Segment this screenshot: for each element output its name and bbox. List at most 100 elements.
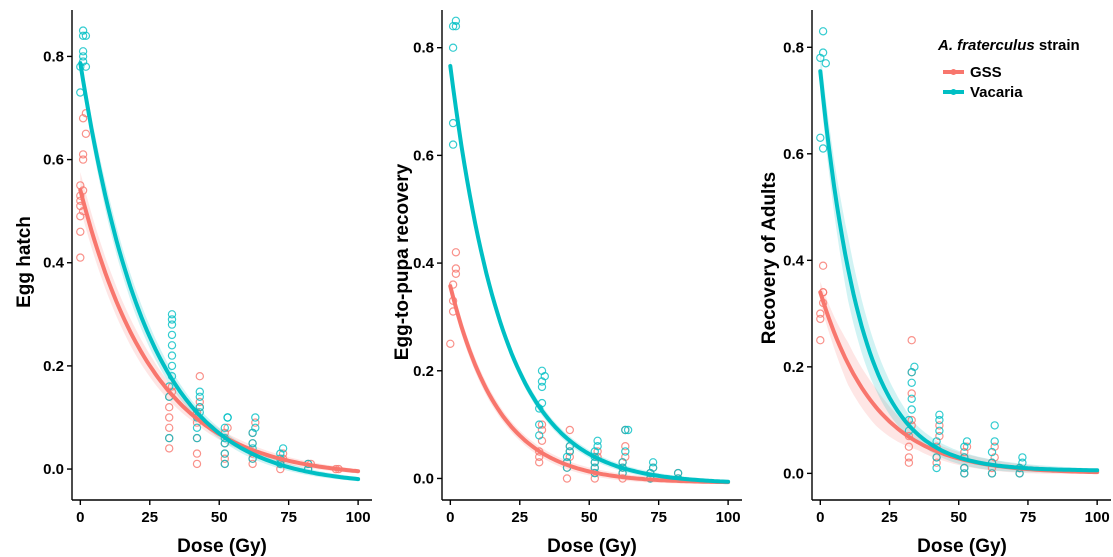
fit-line-vacaria (818, 69, 1100, 473)
data-point-vacaria (167, 351, 177, 360)
data-point-vacaria (537, 382, 547, 392)
data-point-vacaria (251, 413, 260, 422)
data-point-gss (907, 415, 916, 425)
data-point-gss (164, 403, 174, 412)
data-point-vacaria (167, 361, 177, 371)
data-point-vacaria (818, 27, 828, 36)
data-point-vacaria (278, 444, 288, 453)
data-point-vacaria (960, 463, 969, 473)
confidence-band-gss (450, 278, 729, 484)
data-point-gss (81, 129, 91, 138)
y-tick-label: 0.0 (783, 465, 804, 482)
y-tick-label: 0.0 (413, 470, 434, 487)
x-tick-label: 50 (581, 509, 598, 526)
data-point-vacaria (220, 449, 229, 458)
legend-title-species: A. fraterculus (937, 37, 1035, 54)
data-point-gss (816, 309, 825, 318)
data-point-gss (962, 442, 972, 451)
data-point-vacaria (451, 16, 461, 25)
data-point-vacaria (621, 425, 630, 435)
x-tick-label: 25 (511, 509, 528, 526)
data-point-vacaria (448, 140, 458, 149)
data-point-vacaria (935, 410, 944, 419)
data-point-gss (76, 253, 85, 262)
data-point-gss (904, 458, 914, 467)
data-point-gss (816, 336, 825, 345)
x-tick-label: 0 (816, 509, 824, 526)
data-point-vacaria (78, 52, 88, 61)
data-point-vacaria (220, 423, 229, 432)
data-point-gss (816, 314, 825, 324)
x-axis-title: Dose (Gy) (177, 536, 267, 557)
data-point-vacaria (907, 405, 916, 414)
data-point-vacaria (593, 442, 602, 451)
data-point-vacaria (816, 133, 825, 142)
data-point-vacaria (535, 431, 544, 440)
x-tick-label: 100 (1085, 509, 1110, 526)
legend-key-gss-dot (950, 69, 957, 75)
legend-title-suffix: strain (1035, 37, 1080, 54)
y-tick-label: 0.6 (413, 147, 434, 164)
data-point-gss (935, 421, 944, 430)
data-point-gss (192, 459, 202, 469)
y-tick-label: 0.2 (783, 359, 804, 376)
data-point-vacaria (818, 144, 828, 153)
data-point-vacaria (164, 433, 174, 443)
data-point-vacaria (248, 439, 257, 448)
data-point-vacaria (251, 423, 260, 432)
data-point-gss (537, 420, 547, 429)
fit-line-vacaria (448, 64, 731, 484)
data-point-vacaria (167, 320, 177, 329)
data-point-vacaria (932, 453, 941, 462)
data-point-gss (78, 150, 88, 159)
x-tick-label: 100 (716, 509, 741, 526)
data-point-vacaria (448, 118, 458, 128)
y-tick-label: 0.8 (413, 40, 434, 57)
legend-key-vacaria-dot (950, 89, 957, 95)
data-point-gss (220, 454, 229, 463)
data-point-vacaria (648, 463, 658, 472)
x-tick-label: 75 (650, 509, 667, 526)
data-point-vacaria (987, 469, 997, 478)
data-point-gss (164, 413, 174, 422)
panel-egg-hatch: 0 25 50 75 100 0.0 0.2 0.4 0.6 0.8 Dose (Gy) Egg … (14, 10, 372, 557)
data-point-gss (451, 248, 461, 257)
data-point-gss (248, 459, 257, 469)
data-point-vacaria (223, 413, 232, 422)
data-point-vacaria (192, 433, 202, 443)
data-point-vacaria (962, 437, 972, 446)
x-tick-label: 50 (950, 509, 967, 526)
data-point-vacaria (565, 447, 575, 456)
data-point-vacaria (195, 392, 204, 401)
data-point-vacaria (987, 447, 997, 457)
data-point-vacaria (990, 421, 999, 430)
data-point-vacaria (990, 437, 999, 446)
data-point-gss (195, 397, 204, 407)
data-point-gss (590, 474, 600, 483)
data-point-vacaria (932, 463, 941, 473)
data-point-vacaria (535, 420, 544, 429)
legend-title: A. fraterculus strain (937, 37, 1080, 54)
y-tick-label: 0.8 (43, 48, 64, 65)
data-point-gss (904, 453, 914, 462)
data-point-vacaria (167, 310, 177, 319)
data-point-vacaria (935, 426, 944, 435)
data-point-vacaria (78, 31, 88, 41)
data-point-vacaria (451, 22, 461, 31)
x-tick-label: 25 (141, 509, 158, 526)
panel-egg-to-pupa-recovery: 0 25 50 75 100 0.0 0.2 0.4 0.6 0.8 Dose (Gy) Egg-… (392, 10, 742, 557)
data-point-vacaria (593, 436, 602, 445)
data-point-vacaria (907, 378, 916, 387)
x-tick-label: 75 (280, 509, 297, 526)
x-tick-label: 75 (1020, 509, 1037, 526)
x-tick-label: 0 (446, 509, 454, 526)
data-point-gss (535, 458, 544, 467)
y-tick-label: 0.0 (43, 461, 64, 478)
data-point-vacaria (167, 341, 177, 350)
y-axis-title: Egg hatch (14, 216, 35, 308)
data-point-vacaria (192, 423, 202, 432)
data-point-vacaria (448, 43, 458, 52)
y-tick-label: 0.4 (413, 255, 435, 272)
legend-item-vacaria: Vacaria (943, 84, 1023, 101)
data-point-vacaria (960, 469, 969, 478)
